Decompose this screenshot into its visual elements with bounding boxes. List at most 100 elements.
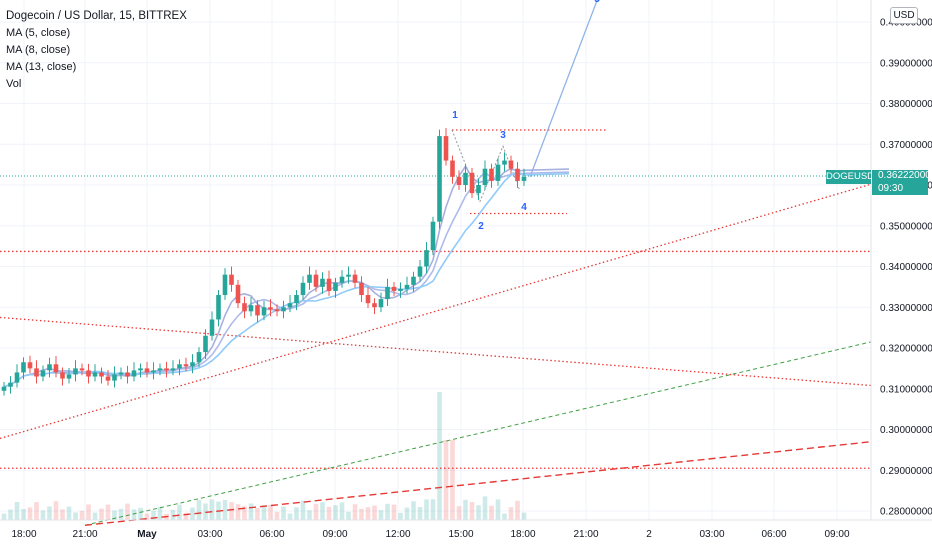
- volume-bar: [313, 503, 319, 520]
- candle-body: [203, 335, 208, 353]
- volume-bar: [482, 496, 488, 520]
- candle-body: [34, 368, 39, 377]
- candle-body: [339, 276, 345, 283]
- volume-bar: [99, 508, 104, 520]
- wave-label: 1: [452, 110, 458, 121]
- ma8-line: [3, 171, 570, 388]
- volume-bar: [456, 506, 462, 520]
- volume-bar: [378, 510, 384, 520]
- candle-body: [268, 307, 273, 310]
- volume-bar: [430, 499, 436, 520]
- candle-body: [216, 295, 221, 320]
- ma5-line: [3, 164, 570, 388]
- ma8-label[interactable]: MA (8, close): [6, 44, 71, 56]
- candle-body: [60, 372, 65, 379]
- candle-body: [79, 368, 85, 371]
- candle-body: [274, 309, 280, 312]
- volume-bar: [502, 513, 507, 520]
- ma13-label[interactable]: MA (13, close): [6, 61, 77, 73]
- candle-body: [235, 284, 241, 304]
- price-tick-label: 0.37000000: [880, 140, 932, 151]
- symbol-title[interactable]: Dogecoin / US Dollar, 15, BITTREX: [6, 10, 187, 22]
- candle-body: [242, 303, 247, 312]
- chart-legend: Dogecoin / US Dollar, 15, BITTREX MA (5,…: [6, 8, 187, 93]
- volume-bar: [8, 509, 13, 520]
- candle-body: [443, 136, 449, 161]
- price-tick-label: 0.31000000: [880, 384, 932, 395]
- candle-body: [209, 319, 215, 336]
- trend-line: [0, 183, 872, 440]
- price-tick-label: 0.35000000: [880, 221, 932, 232]
- candle-body: [229, 274, 234, 285]
- candle-body: [430, 221, 436, 251]
- candle-body: [489, 168, 494, 181]
- candle-body: [144, 368, 150, 373]
- volume-bar: [411, 501, 416, 520]
- volume-bar: [242, 506, 247, 520]
- candle-body: [320, 278, 325, 287]
- time-tick-label: 09:00: [322, 529, 347, 540]
- candle-body: [281, 307, 286, 312]
- volume-bar: [209, 499, 215, 520]
- volume-bar: [469, 502, 475, 520]
- bar-countdown: 09:30: [878, 182, 904, 194]
- chart-grid: [0, 0, 871, 520]
- candle-body: [333, 282, 338, 291]
- last-price: 0.36222000: [878, 170, 931, 181]
- candle-body: [404, 284, 410, 289]
- candle-body: [99, 372, 104, 377]
- candle-body: [40, 370, 46, 377]
- candle-body: [131, 370, 137, 377]
- volume-bar: [424, 499, 429, 520]
- candle-body: [411, 276, 416, 285]
- volume-bar: [53, 501, 59, 520]
- volume-bar: [86, 504, 91, 520]
- volume-bar: [47, 506, 52, 520]
- volume-bar: [34, 502, 39, 520]
- time-tick-label: 09:00: [824, 529, 849, 540]
- moving-averages: [3, 164, 570, 388]
- volume-bar: [14, 502, 20, 520]
- candle-body: [177, 364, 182, 369]
- candle-body: [352, 274, 358, 283]
- price-tick-label: 0.39000000: [880, 58, 932, 69]
- candle-body: [73, 368, 78, 375]
- currency-button[interactable]: USD: [890, 7, 918, 24]
- volume-bar: [138, 507, 143, 520]
- volume-bar: [495, 499, 501, 520]
- volume-bar: [385, 503, 390, 520]
- candle-body: [255, 305, 260, 316]
- volume-bar: [144, 513, 150, 520]
- candle-body: [118, 372, 124, 375]
- candle-body: [398, 288, 403, 291]
- volume-bar: [131, 509, 137, 520]
- volume-bar: [60, 509, 65, 520]
- candle-body: [365, 295, 371, 304]
- volume-bar: [281, 506, 286, 520]
- candle-body: [482, 168, 488, 185]
- wave-label: 2: [478, 221, 484, 232]
- volume-bar: [21, 509, 26, 520]
- wave-label: 3: [500, 130, 506, 141]
- time-axis: 18:00 21:00 May 03:00 06:00 09:00 12:00 15:00 18…: [11, 529, 849, 540]
- candle-body: [450, 160, 455, 177]
- candle-body: [326, 278, 332, 291]
- volume-bar: [1, 513, 7, 520]
- candle-body: [463, 172, 468, 185]
- time-tick-label: 06:00: [259, 529, 284, 540]
- candle-body: [66, 374, 72, 379]
- candle-body: [508, 160, 514, 169]
- ma5-label[interactable]: MA (5, close): [6, 27, 71, 39]
- price-tick-label: 0.29000000: [880, 466, 932, 477]
- volume-bar: [73, 512, 78, 520]
- wave-projection-line: [529, 0, 598, 178]
- time-tick-label: 21:00: [573, 529, 598, 540]
- time-tick-label: May: [137, 529, 157, 540]
- volume-bar: [333, 505, 338, 520]
- volume-bar: [489, 505, 494, 520]
- vol-label[interactable]: Vol: [6, 78, 22, 90]
- candle-body: [521, 176, 527, 181]
- candle-body: [14, 372, 20, 383]
- volume-bar: [66, 506, 72, 520]
